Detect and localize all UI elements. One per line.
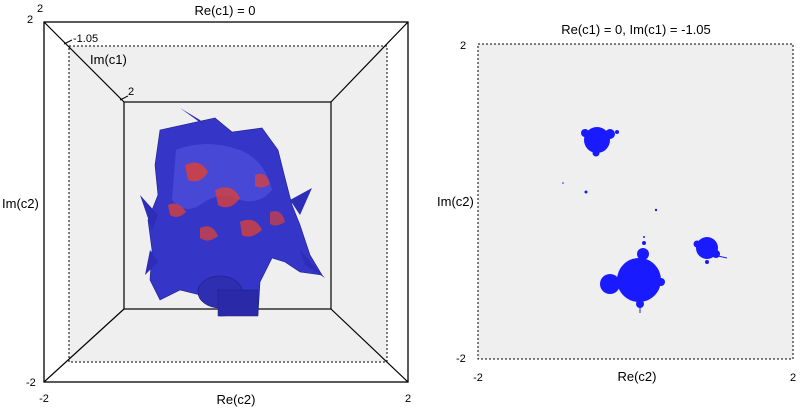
box-outer-frame: [43, 21, 409, 383]
box-edge-bl: [43, 308, 125, 383]
left-tick-corner: 2: [37, 3, 43, 15]
right-panel: Re(c1) = 0, Im(c1) = -1.05 Im(c2) Re(c2)…: [437, 22, 796, 384]
depth-tick-mark-inner: [119, 95, 129, 101]
depth-tick-inner: 2: [128, 86, 134, 98]
depth-tick-mark-outer: [63, 39, 73, 45]
right-tick-y-top: 2: [460, 40, 466, 52]
right-tick-y-bottom: -2: [456, 353, 466, 365]
left-tick-bottom-left: -2: [26, 377, 36, 389]
fractal-surface: [140, 108, 325, 317]
right-xlabel: Re(c2): [617, 369, 656, 384]
box-edge-br: [330, 308, 409, 383]
box-edge-tl: [43, 21, 125, 103]
right-title: Re(c1) = 0, Im(c1) = -1.05: [561, 22, 711, 37]
left-xlabel: Re(c2): [216, 392, 255, 407]
left-tick-x-start: -2: [39, 393, 49, 405]
left-tick-x-end: 2: [405, 393, 411, 405]
left-tick-top-left: 2: [27, 14, 33, 26]
depth-axis-label: Im(c1): [90, 52, 127, 67]
right-ylabel: Im(c2): [437, 194, 474, 209]
box-edge-tr: [330, 21, 409, 103]
right-tick-x-left: -2: [473, 372, 483, 384]
mandelbrot-slice: [562, 127, 728, 313]
right-tick-x-right: 2: [790, 372, 796, 384]
left-title: Re(c1) = 0: [194, 3, 255, 18]
depth-tick-outer: -1.05: [73, 33, 98, 45]
left-ylabel: Im(c2): [2, 196, 39, 211]
slice-frame: [477, 43, 794, 360]
box-dashed-frame: [68, 45, 388, 363]
left-panel: Re(c1) = 0 Im(c2) Re(c2) 2 -2 -2 2 2 -1.…: [2, 3, 411, 407]
